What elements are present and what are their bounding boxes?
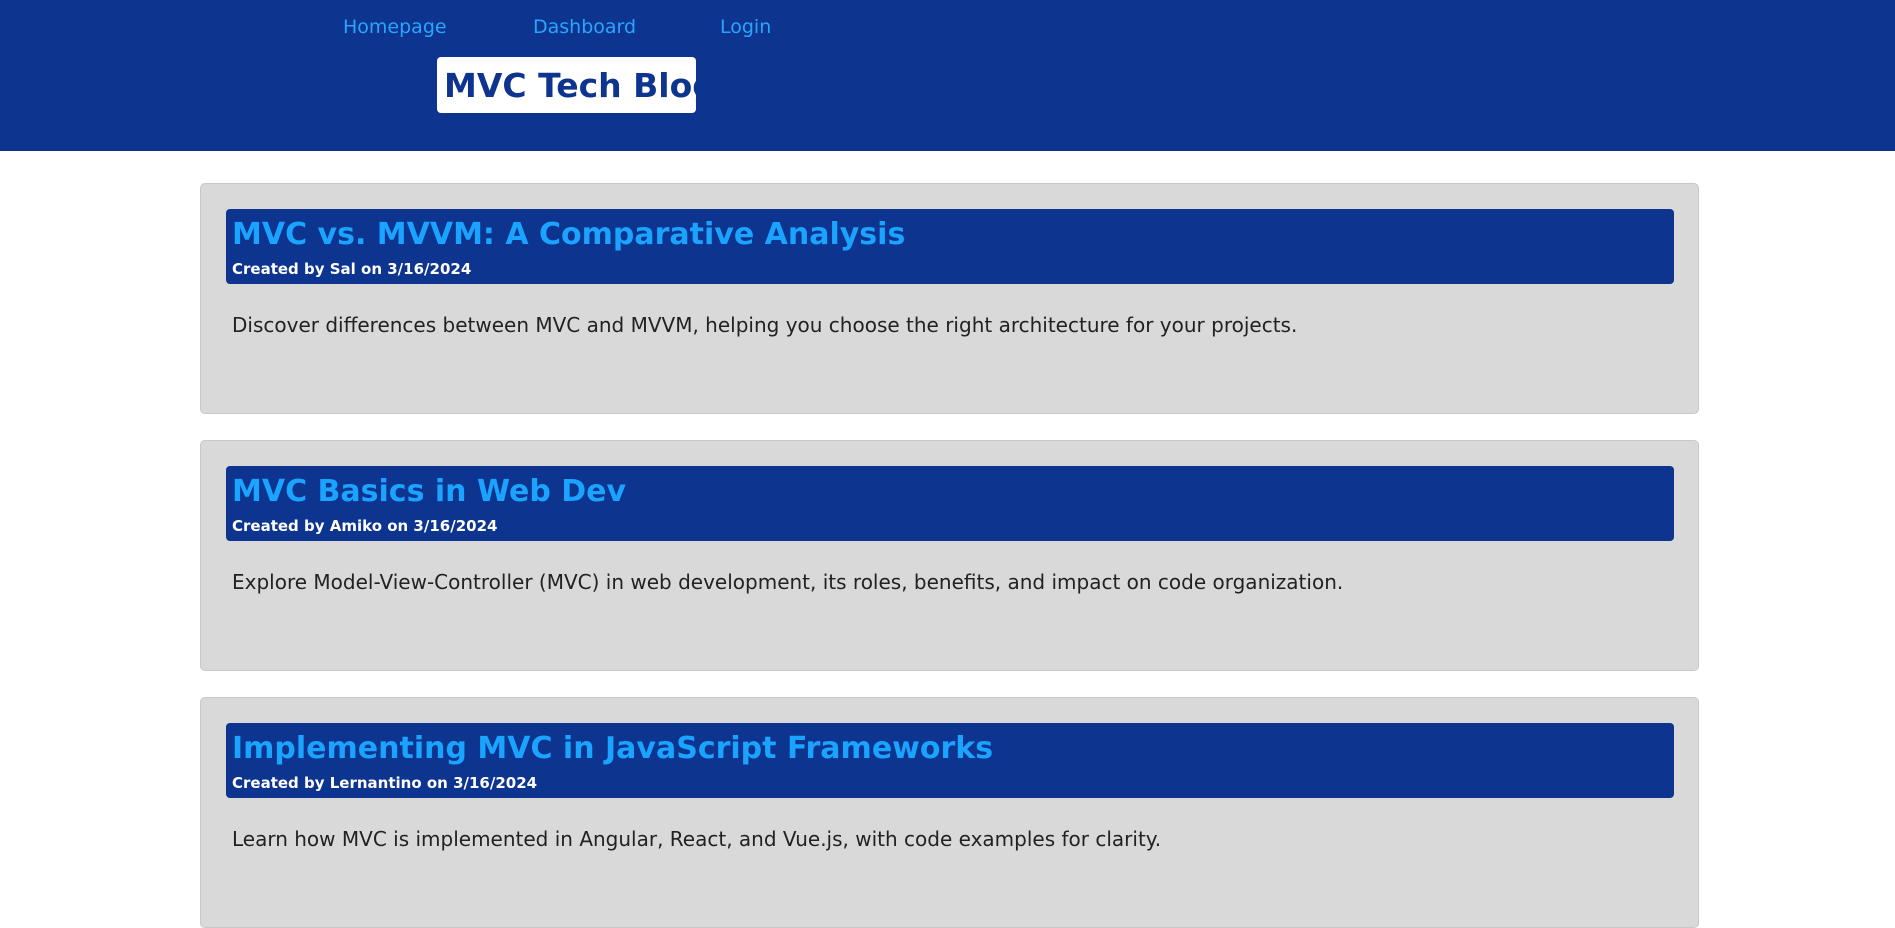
post-meta: Created by Amiko on 3/16/2024 (232, 517, 498, 535)
post-header: MVC Basics in Web Dev Created by Amiko o… (226, 466, 1674, 541)
post-card: MVC vs. MVVM: A Comparative Analysis Cre… (200, 183, 1699, 414)
post-title[interactable]: Implementing MVC in JavaScript Framework… (232, 731, 994, 766)
post-meta: Created by Lernantino on 3/16/2024 (232, 774, 538, 792)
post-header: Implementing MVC in JavaScript Framework… (226, 723, 1674, 798)
nav-link-dashboard[interactable]: Dashboard (533, 16, 637, 38)
post-meta: Created by Sal on 3/16/2024 (232, 260, 472, 278)
site-title: MVC Tech Blog (437, 57, 716, 113)
nav-link-login[interactable]: Login (720, 16, 772, 38)
post-body: Learn how MVC is implemented in Angular,… (232, 827, 1162, 851)
post-card: Implementing MVC in JavaScript Framework… (200, 697, 1699, 928)
post-title[interactable]: MVC vs. MVVM: A Comparative Analysis (232, 217, 906, 252)
post-body: Discover differences between MVC and MVV… (232, 313, 1298, 337)
post-card: MVC Basics in Web Dev Created by Amiko o… (200, 440, 1699, 671)
post-body: Explore Model-View-Controller (MVC) in w… (232, 570, 1344, 594)
post-title[interactable]: MVC Basics in Web Dev (232, 474, 627, 509)
nav-link-homepage[interactable]: Homepage (343, 16, 447, 38)
post-header: MVC vs. MVVM: A Comparative Analysis Cre… (226, 209, 1674, 284)
site-header: Homepage Dashboard Login MVC Tech Blog (0, 0, 1895, 151)
